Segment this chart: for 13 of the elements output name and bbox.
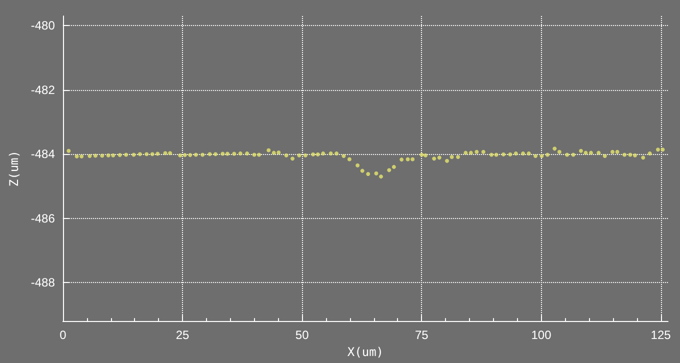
y-tick-label: -482 xyxy=(30,82,56,97)
x-tick-label: 125 xyxy=(650,328,672,342)
y-axis-title: Z(um) xyxy=(7,150,21,187)
x-tick-label: 75 xyxy=(414,328,429,342)
x-tick-label: 25 xyxy=(176,328,190,342)
x-tick-label: 100 xyxy=(531,328,552,342)
y-tick-label: -488 xyxy=(30,276,56,290)
x-tick-label: 0 xyxy=(60,328,67,342)
y-tick-label: -480 xyxy=(30,18,56,33)
x-axis-title: X(um) xyxy=(347,345,384,359)
y-tick-label: -484 xyxy=(30,147,56,162)
y-tick-label: -486 xyxy=(30,211,56,226)
x-tick-label: 50 xyxy=(295,328,310,342)
